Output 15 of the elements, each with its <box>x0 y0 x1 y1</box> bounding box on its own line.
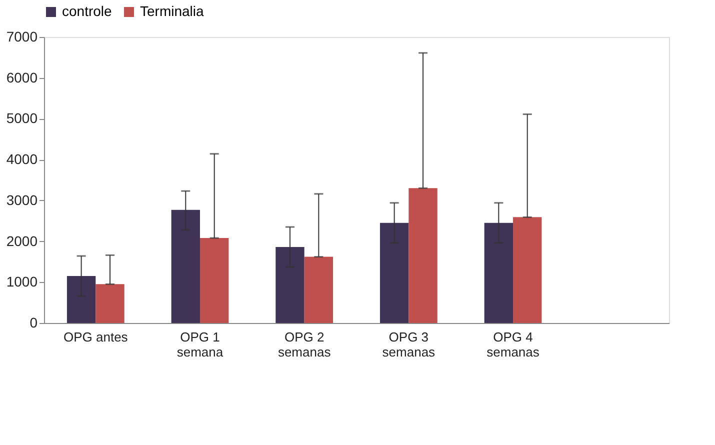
x-tick-label: OPG 4 semanas <box>486 330 540 360</box>
x-tick-label: OPG antes <box>63 330 128 344</box>
legend-label: Terminalia <box>140 3 204 19</box>
x-tick-label: OPG 1 semana <box>176 330 224 360</box>
y-tick-label: 2000 <box>6 232 38 249</box>
y-tick-label: 1000 <box>6 274 38 290</box>
x-tick-label: OPG 2 semanas <box>278 330 332 360</box>
y-tick-label: 5000 <box>6 110 38 126</box>
y-tick-label: 7000 <box>6 28 38 44</box>
legend-label: controle <box>62 3 112 19</box>
x-tick-label: OPG 3 semanas <box>382 330 436 360</box>
y-tick-label: 3000 <box>6 192 38 208</box>
y-tick-label: 0 <box>30 314 38 330</box>
y-tick-label: 4000 <box>6 151 38 168</box>
y-tick-label: 6000 <box>6 69 38 86</box>
